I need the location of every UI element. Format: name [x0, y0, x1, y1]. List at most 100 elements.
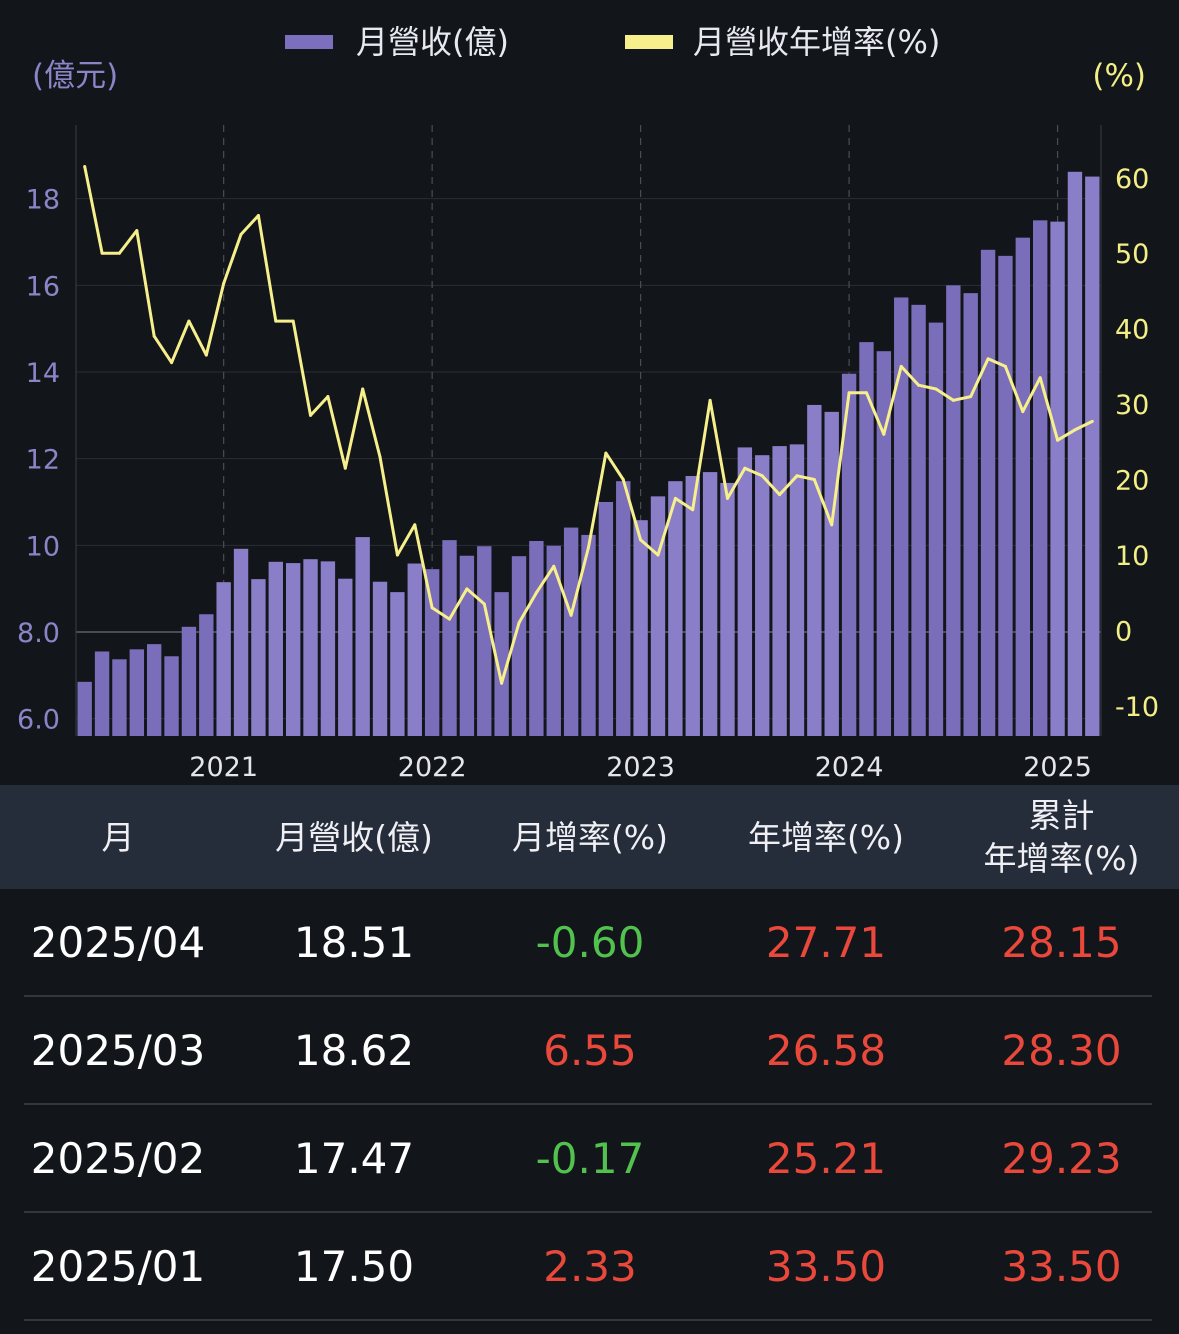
yoy-point: [430, 606, 434, 610]
revenue-bar: [407, 563, 422, 736]
header-yoy: 年增率(%): [747, 817, 905, 857]
yoy-point: [656, 553, 660, 557]
revenue-bar: [1067, 171, 1083, 737]
revenue-chart: 月營收(億) 月營收年增率(%) (億元) (%) 6.0 8.0 10 12 14 16…: [17, 23, 1159, 783]
x-tick-label: 2022: [398, 752, 467, 783]
revenue-bar: [946, 285, 961, 736]
left-axis-unit: (億元): [32, 58, 118, 94]
yoy-point: [778, 493, 782, 497]
revenue-bar: [338, 578, 353, 736]
revenue-bar: [1015, 237, 1031, 736]
table-row[interactable]: 2025/03 18.62 6.55 26.58 28.30: [0, 997, 1179, 1105]
yoy-point: [361, 387, 365, 391]
yoy-point: [291, 319, 295, 323]
revenue-bar: [980, 249, 996, 737]
yoy-point: [1090, 419, 1094, 423]
revenue-bar: [1050, 221, 1065, 737]
yoy-point: [187, 319, 191, 323]
revenue-bar: [129, 649, 144, 736]
y-right-tick-label: -10: [1115, 692, 1159, 723]
revenue-bar: [720, 482, 735, 736]
table-row[interactable]: 2025/04 18.51 -0.60 27.71 28.15: [0, 889, 1179, 997]
yoy-point: [448, 617, 452, 621]
x-tick-label: 2021: [189, 752, 258, 783]
yoy-point: [465, 587, 469, 591]
yoy-point: [100, 251, 104, 255]
row-divider: [24, 1211, 1152, 1213]
cell-yoy: 27.71: [765, 917, 887, 967]
yoy-point: [986, 357, 990, 361]
x-tick-label: 2023: [606, 752, 675, 783]
revenue-bar: [164, 656, 179, 736]
yoy-point: [830, 523, 834, 527]
legend-revenue-label: 月營收(億): [356, 23, 509, 61]
line-layer: [83, 164, 1094, 685]
yoy-point: [569, 613, 573, 617]
yoy-point: [795, 474, 799, 478]
cell-cumulative-yoy: 29.23: [1001, 1133, 1122, 1183]
cell-yoy: 26.58: [765, 1025, 887, 1075]
revenue-bar: [285, 563, 301, 736]
yoy-point: [1021, 410, 1025, 414]
revenue-bar: [181, 626, 197, 736]
yoy-point: [639, 538, 643, 542]
y-right-tick-label: 30: [1115, 390, 1149, 421]
yoy-point: [517, 621, 521, 625]
revenue-bar: [755, 455, 770, 736]
legend-yoy-label: 月營收年增率(%): [693, 23, 940, 61]
y-right-tick-label: 60: [1115, 164, 1149, 195]
revenue-bar: [563, 527, 579, 736]
revenue-table: 月 月營收(億) 月增率(%) 年增率(%) 累計 年增率(%) 2025/04…: [0, 785, 1179, 1334]
revenue-bar: [251, 579, 266, 736]
yoy-point: [864, 391, 868, 395]
yoy-point: [413, 523, 417, 527]
revenue-bar: [94, 651, 110, 736]
cell-yoy: 25.21: [765, 1133, 887, 1183]
header-revenue: 月營收(億): [275, 817, 433, 857]
revenue-bar: [702, 472, 718, 736]
chart-legend: 月營收(億) 月營收年增率(%): [285, 23, 940, 61]
yoy-point: [482, 602, 486, 606]
header-cumulative-yoy: 累計 年增率(%): [983, 796, 1140, 878]
revenue-bar: [928, 322, 944, 736]
cell-month: 2025/01: [30, 1241, 206, 1291]
yoy-point: [847, 391, 851, 395]
revenue-bar: [685, 476, 700, 736]
revenue-bar: [199, 614, 214, 736]
yoy-point: [274, 319, 278, 323]
revenue-bar: [894, 297, 909, 736]
yoy-point: [135, 229, 139, 233]
revenue-bar: [511, 556, 527, 736]
yoy-point: [969, 395, 973, 399]
revenue-bar: [789, 444, 805, 736]
revenue-bar: [668, 481, 683, 736]
revenue-bar: [233, 548, 249, 736]
revenue-bar: [320, 561, 336, 736]
table-row[interactable]: 2025/01 17.50 2.33 33.50 33.50: [0, 1213, 1179, 1321]
y-right-tick-label: 0: [1115, 616, 1132, 647]
yoy-point: [552, 564, 556, 568]
y-left-tick-label: 18: [26, 185, 60, 216]
cell-revenue: 17.50: [293, 1241, 415, 1291]
yoy-point: [882, 432, 886, 436]
revenue-bar: [390, 592, 405, 736]
legend-line-swatch: [625, 35, 673, 49]
header-month: 月: [101, 817, 135, 857]
cell-cumulative-yoy: 28.30: [1001, 1025, 1122, 1075]
revenue-bar: [963, 293, 978, 736]
x-tick-label: 2024: [815, 752, 884, 783]
table-row[interactable]: 2025/02 17.47 -0.17 25.21 29.23: [0, 1105, 1179, 1213]
cell-mom: -0.17: [535, 1133, 645, 1183]
yoy-point: [204, 353, 208, 357]
revenue-bar: [372, 581, 388, 736]
yoy-point: [170, 361, 174, 365]
revenue-bar: [442, 540, 457, 736]
yoy-point: [83, 164, 87, 168]
yoy-point: [343, 466, 347, 470]
right-axis-unit: (%): [1092, 58, 1146, 94]
revenue-bar: [494, 592, 509, 736]
yoy-point: [708, 398, 712, 402]
cell-cumulative-yoy: 28.15: [1001, 917, 1122, 967]
yoy-point: [691, 508, 695, 512]
y-right-tick-label: 20: [1115, 466, 1149, 497]
